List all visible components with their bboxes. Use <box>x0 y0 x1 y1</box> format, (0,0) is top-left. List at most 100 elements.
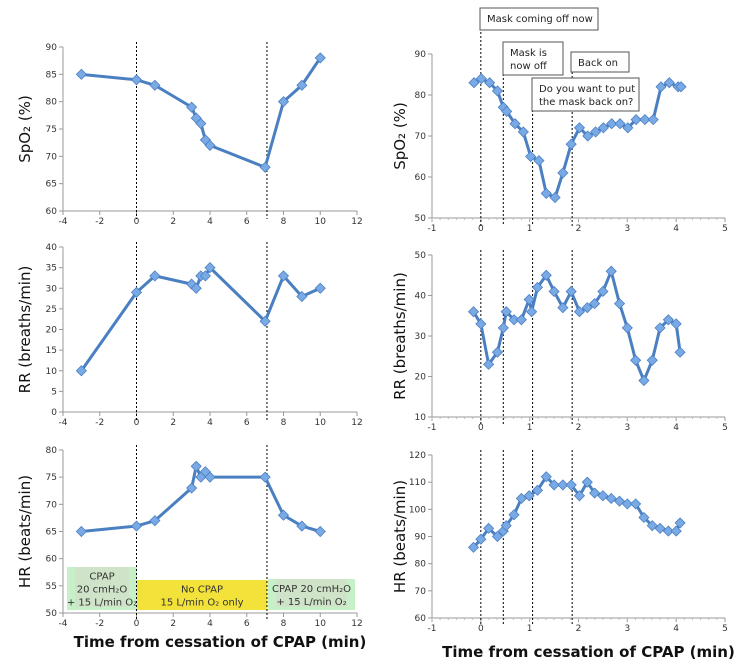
data-point <box>491 346 504 358</box>
y-tick-label: 110 <box>409 478 426 488</box>
y-axis-label: HR (beats/min) <box>16 475 34 588</box>
x-tick-label: 4 <box>673 423 679 433</box>
y-tick-label: 65 <box>46 528 57 538</box>
x-tick-label: 6 <box>244 217 250 227</box>
left-spo2-panel: 60 65 70 75 80 85 90 -4 -2 0 2 4 6 8 10 12 SpO₂ (%) <box>16 42 363 227</box>
data-point <box>523 490 535 502</box>
x-tick-label: 1 <box>527 624 533 634</box>
x-tick-label: 4 <box>673 224 679 234</box>
data-point <box>277 96 290 108</box>
data-point <box>75 68 87 80</box>
data-point <box>508 509 520 521</box>
series-line <box>80 266 321 372</box>
annotation-text: Back on <box>578 58 618 69</box>
x-tick-label: 5 <box>722 423 728 433</box>
data-point <box>515 314 527 326</box>
data-point <box>573 122 586 134</box>
right-rr-panel: 10 20 30 40 50 -1 0 1 2 3 4 5 RR (breaths/min) <box>391 250 728 433</box>
x-tick-label: -2 <box>95 217 104 227</box>
data-point <box>565 479 577 491</box>
data-point <box>655 81 667 93</box>
y-tick-label: 90 <box>46 43 58 53</box>
y-axis-label: RR (breaths/min) <box>16 266 34 394</box>
y-tick-label: 40 <box>415 292 427 302</box>
y-tick-label: 100 <box>409 505 426 515</box>
y-tick-label: 70 <box>46 500 58 510</box>
data-point <box>613 298 626 310</box>
data-point <box>75 365 87 377</box>
x-tick-label: 3 <box>624 624 630 634</box>
y-tick-label: 10 <box>415 413 427 423</box>
x-tick-label: 8 <box>281 619 287 629</box>
x-tick-label: 8 <box>281 217 287 227</box>
x-tick-label: 2 <box>170 217 176 227</box>
y-tick-label: 80 <box>46 446 58 456</box>
data-point <box>639 114 651 126</box>
y-tick-label: 70 <box>415 132 427 142</box>
y-tick-label: 65 <box>46 180 57 190</box>
annotation-text: Do you want to put <box>539 84 635 95</box>
x-tick-label: -4 <box>59 217 68 227</box>
x-tick-label: 2 <box>170 418 176 428</box>
x-tick-label: -1 <box>428 224 437 234</box>
x-tick-label: 0 <box>134 619 140 629</box>
data-point <box>581 302 593 314</box>
data-point <box>540 471 552 483</box>
series-line <box>81 57 322 169</box>
data-point <box>589 298 601 310</box>
data-point <box>597 122 609 134</box>
y-tick-label: 30 <box>46 284 58 294</box>
data-point <box>149 515 161 527</box>
x-tick-label: -2 <box>95 418 104 428</box>
y-tick-label: 30 <box>415 332 427 342</box>
y-tick-label: 70 <box>46 152 58 162</box>
data-point <box>500 520 512 532</box>
x-tick-label: 4 <box>207 619 213 629</box>
data-point <box>597 285 609 298</box>
data-point <box>497 322 509 334</box>
data-point <box>517 126 529 138</box>
data-point <box>475 533 487 545</box>
y-tick-label: 85 <box>46 70 57 80</box>
data-point <box>523 293 535 306</box>
data-point <box>468 77 480 89</box>
data-point <box>557 167 569 179</box>
y-tick-label: 15 <box>46 346 57 356</box>
y-tick-label: 75 <box>46 125 57 135</box>
data-point <box>630 114 642 126</box>
x-tick-label: 1 <box>527 423 533 433</box>
x-tick-label: 3 <box>624 224 630 234</box>
data-point <box>621 322 633 334</box>
data-point <box>540 269 552 281</box>
y-tick-label: 10 <box>46 367 58 377</box>
x-tick-label: -2 <box>95 619 104 629</box>
x-axis-label: Time from cessation of CPAP (min) <box>442 643 735 661</box>
annotation-text: the mask back on? <box>539 97 633 108</box>
data-point <box>204 139 216 151</box>
y-tick-label: 75 <box>46 473 57 483</box>
data-point <box>483 522 495 534</box>
y-tick-label: 0 <box>51 408 57 418</box>
band-inner-2 <box>276 579 347 607</box>
y-axis-label: SpO₂ (%) <box>16 95 34 163</box>
data-point <box>483 358 495 370</box>
annotation-text: Mask coming off now <box>487 14 593 25</box>
data-point <box>475 318 487 330</box>
data-point <box>606 118 618 130</box>
data-point <box>190 282 202 294</box>
x-tick-label: 2 <box>576 224 582 234</box>
data-point <box>259 161 271 173</box>
annotation-text: now off <box>510 61 548 72</box>
y-axis-label: RR (breaths/min) <box>391 272 409 400</box>
annotation-box <box>502 41 564 76</box>
data-point <box>662 314 674 326</box>
annotation-text: Mask is <box>510 48 547 59</box>
y-tick-label: 90 <box>415 50 427 60</box>
data-point <box>509 118 521 130</box>
data-point <box>149 270 161 282</box>
data-point <box>475 73 487 85</box>
x-tick-label: 0 <box>478 624 484 634</box>
data-point <box>646 354 658 366</box>
y-tick-label: 60 <box>415 173 427 183</box>
data-point <box>75 525 87 538</box>
